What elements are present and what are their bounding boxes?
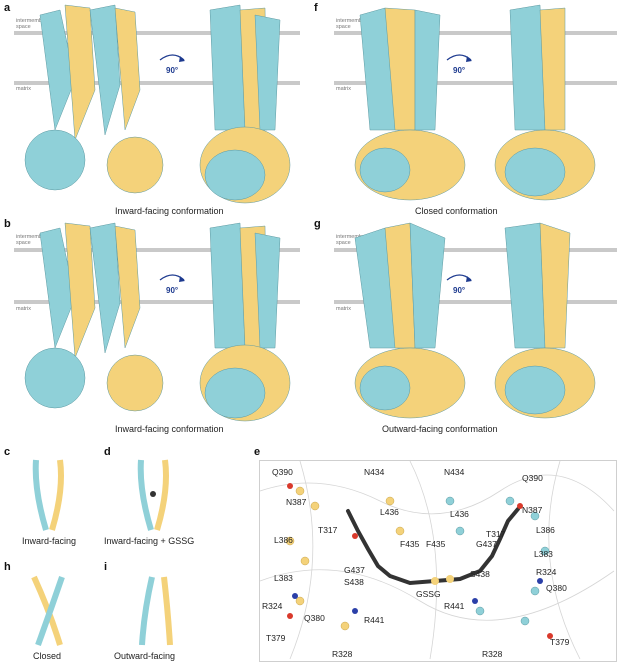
residue-label: T317: [486, 529, 506, 539]
panel-caption: Inward-facing conformation: [115, 424, 224, 434]
matrix-label: matrix: [336, 86, 351, 92]
rotation-angle: 90°: [453, 66, 466, 75]
residue-label: L436: [380, 507, 399, 517]
matrix-label: matrix: [16, 86, 31, 92]
residue-label: R324: [262, 601, 283, 611]
ims-label: intermembrane space: [16, 18, 53, 30]
residue-label: R328: [482, 649, 503, 659]
residue-label: R441: [364, 615, 385, 625]
panel-letter: b: [4, 218, 11, 230]
panel-caption: Outward-facing conformation: [382, 424, 498, 434]
panel-caption: Closed conformation: [415, 206, 498, 216]
membrane-bottom: [334, 300, 617, 304]
panel-letter: e: [254, 446, 261, 458]
residue-label: Q390: [522, 473, 543, 483]
residue-label: L383: [534, 549, 553, 559]
ims-label: intermembrane space: [336, 18, 373, 30]
membrane-top: [334, 248, 617, 252]
membrane-bottom: [14, 300, 300, 304]
panel-letter: a: [4, 2, 11, 14]
ims-label: intermembrane space: [16, 234, 53, 246]
protein-structure-side: [494, 4, 596, 201]
protein-structure-side: [199, 222, 291, 422]
rotation-angle: 90°: [166, 66, 179, 75]
residue-label: Q380: [304, 613, 325, 623]
rotation-angle: 90°: [166, 286, 179, 295]
protein-structure-front: [24, 222, 164, 412]
rotation-arrow: [159, 274, 185, 282]
helix-pair: [32, 459, 64, 531]
membrane-bottom: [334, 81, 617, 85]
residue-label: N434: [444, 467, 465, 477]
panel-letter: c: [4, 446, 11, 458]
matrix-label: matrix: [16, 306, 31, 312]
protein-structure-side: [494, 222, 596, 419]
panel-f: f intermembrane space matrix 90° Closed c…: [310, 0, 617, 220]
residue-label: F435: [400, 539, 420, 549]
residue-label: N434: [364, 467, 385, 477]
residue-label: L383: [274, 573, 293, 583]
panel-c: c Inward-facing: [0, 440, 90, 548]
residue-label: F435: [426, 539, 446, 549]
protein-structure-front: [354, 222, 466, 419]
protein-structure-side: [199, 4, 291, 204]
rotation-arrow: [446, 54, 472, 62]
residue-label: S438: [470, 569, 490, 579]
ims-label: intermembrane space: [336, 234, 373, 246]
panel-e: e Q390: [250, 440, 617, 662]
helix-pair: [137, 459, 169, 531]
residue-label: T317: [318, 525, 338, 535]
residue-label: L386: [274, 535, 293, 545]
panel-g: g intermembrane space matrix 90° Outward-…: [310, 218, 617, 440]
membrane-top: [14, 248, 300, 252]
ligand-label: GSSG: [416, 589, 441, 599]
residue-label: G437: [476, 539, 497, 549]
residue-label: S438: [344, 577, 364, 587]
residue-label: R441: [444, 601, 465, 611]
residue-label: N387: [286, 497, 307, 507]
helix-pair: [31, 575, 65, 647]
panel-i: i Outward-facing: [100, 555, 250, 662]
residue-label: L386: [536, 525, 555, 535]
residue-label: G437: [344, 565, 365, 575]
rotation-angle: 90°: [453, 286, 466, 295]
protein-structure-front: [24, 4, 164, 194]
panel-b: b intermembrane space matrix 90° Inward-f…: [0, 218, 300, 440]
residue-label: T379: [550, 637, 570, 647]
panel-letter: d: [104, 446, 111, 458]
residue-label: R328: [332, 649, 353, 659]
panel-a: a intermembrane space matrix 90° Inward-f…: [0, 0, 300, 220]
panel-caption: Outward-facing: [114, 651, 176, 661]
residue-label: Q380: [546, 583, 567, 593]
panel-caption: Inward-facing: [22, 536, 77, 546]
membrane-top: [334, 31, 617, 35]
membrane-top: [14, 31, 300, 35]
membrane-bottom: [14, 81, 300, 85]
panel-letter: i: [104, 561, 108, 573]
panel-h: h Closed: [0, 555, 90, 662]
panel-d: d Inward-facing + GSSG: [100, 440, 250, 548]
residue-label: L436: [450, 509, 469, 519]
rotation-arrow: [446, 274, 472, 282]
panel-caption: Inward-facing conformation: [115, 206, 224, 216]
panel-letter: f: [314, 2, 318, 14]
residue-label: T379: [266, 633, 286, 643]
panel-letter: h: [4, 561, 11, 573]
panel-caption: Inward-facing + GSSG: [104, 536, 195, 546]
matrix-label: matrix: [336, 306, 351, 312]
helix-pair: [139, 576, 173, 646]
rotation-arrow: [159, 54, 185, 62]
residue-label: R324: [536, 567, 557, 577]
panel-caption: Closed: [33, 651, 62, 661]
residue-label: Q390: [272, 467, 293, 477]
panel-letter: g: [314, 218, 321, 230]
binding-site-structure: Q390 N387 T317 L386 L383 R324 Q380 T379 …: [259, 460, 615, 660]
protein-structure-front: [354, 7, 466, 201]
residue-label: N387: [522, 505, 543, 515]
